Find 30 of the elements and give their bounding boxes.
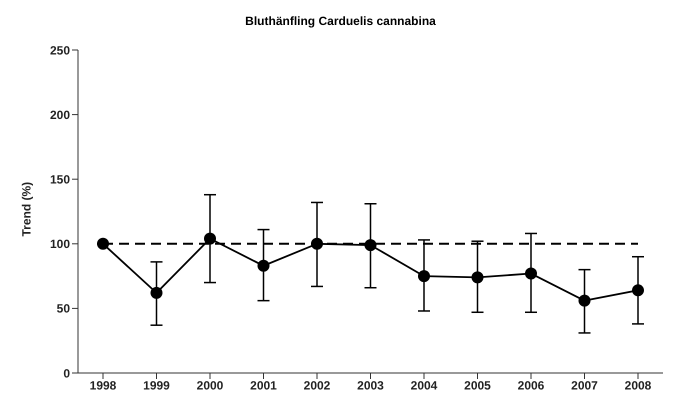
point — [578, 294, 590, 307]
x-tick-label: 2005 — [464, 378, 492, 393]
x-tick-label: 2007 — [571, 378, 598, 393]
x-tick-label: 1999 — [143, 378, 170, 393]
x-tick-label: 2006 — [518, 378, 545, 393]
x-tick-label: 2001 — [250, 378, 278, 393]
point — [472, 271, 484, 284]
chart-title: Bluthänfling Carduelis cannabina — [244, 13, 437, 30]
x-tick-label: 2008 — [624, 378, 652, 393]
y-axis-title: Trend (%) — [19, 182, 34, 236]
x-tick-label: 2000 — [196, 378, 224, 393]
point — [311, 238, 323, 250]
point — [204, 232, 216, 245]
x-tick-label: 1998 — [90, 378, 117, 393]
x-tick-label: 2002 — [304, 378, 331, 393]
x-tick-label: 2003 — [357, 378, 384, 393]
point — [418, 270, 430, 282]
y-tick-label: 100 — [50, 237, 70, 252]
y-tick-label: 0 — [63, 366, 70, 380]
point — [364, 239, 376, 252]
point — [525, 268, 537, 280]
point — [632, 284, 644, 296]
y-tick-label: 250 — [50, 43, 70, 58]
y-tick-label: 50 — [56, 302, 70, 316]
point — [258, 260, 270, 272]
y-tick-label: 200 — [50, 108, 70, 122]
point — [97, 238, 109, 250]
y-tick-label: 150 — [50, 172, 70, 186]
point — [150, 286, 162, 299]
x-tick-label: 2004 — [410, 378, 438, 393]
